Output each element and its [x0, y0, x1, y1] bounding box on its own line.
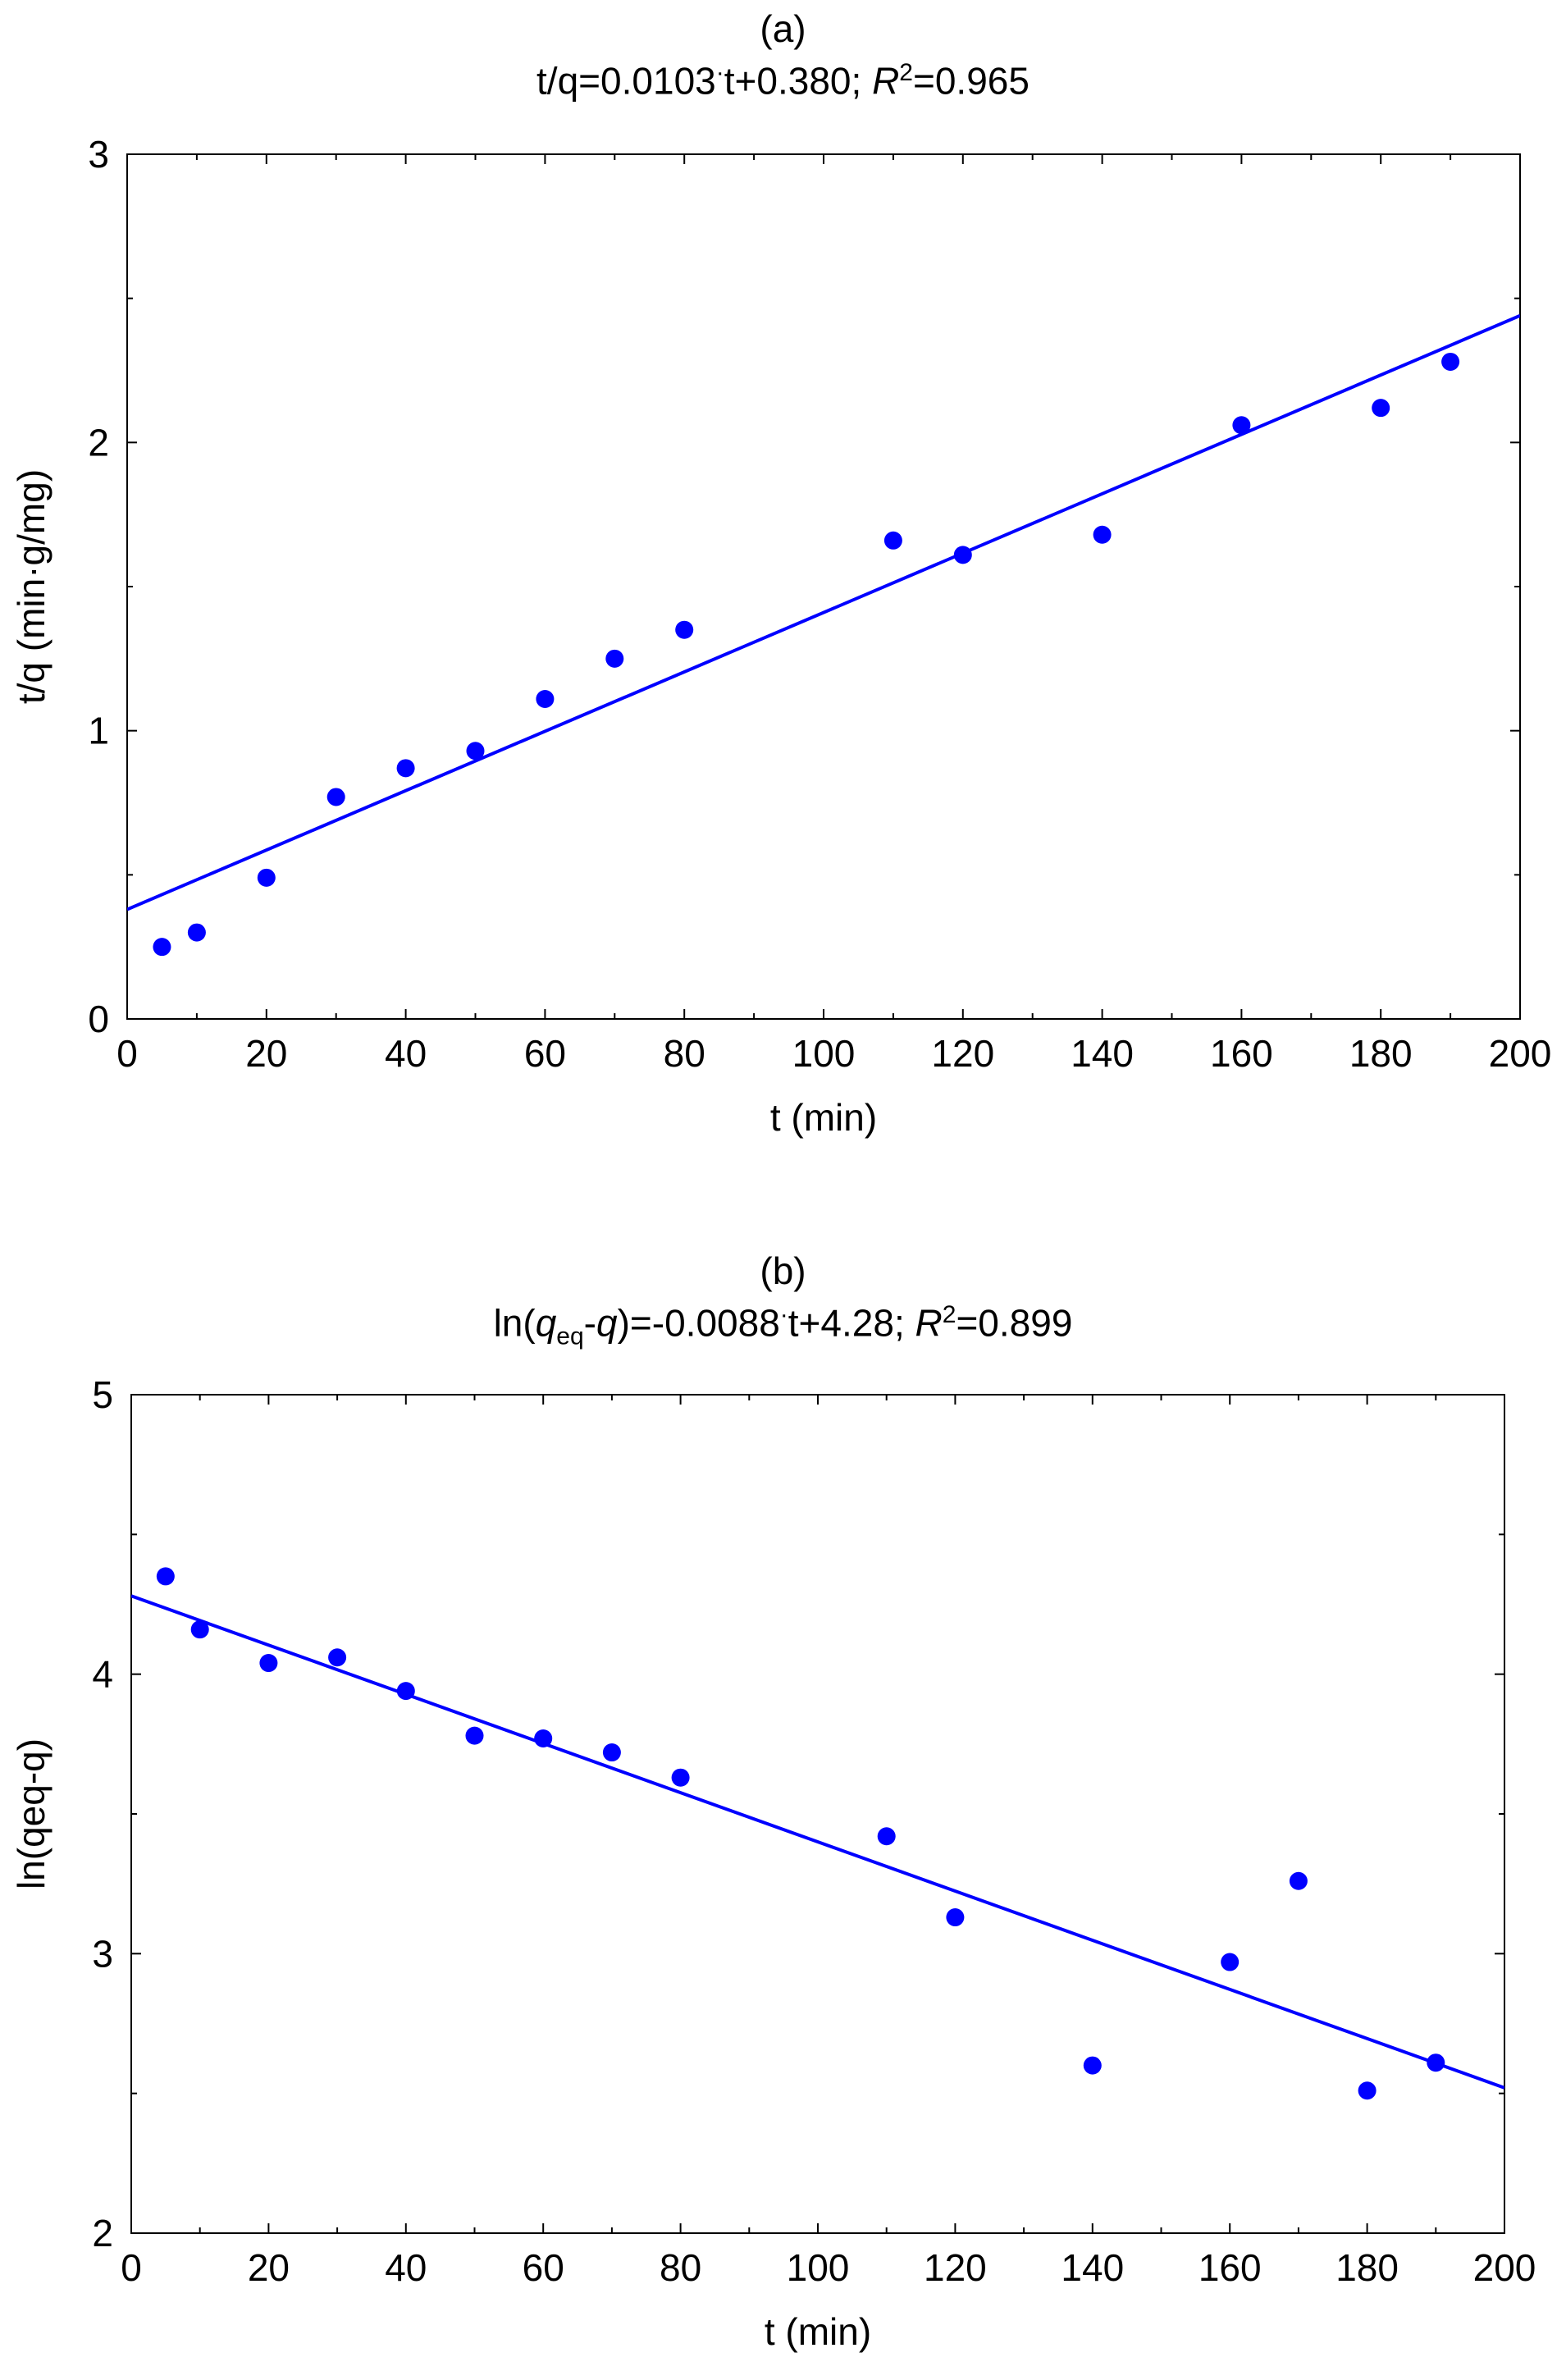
chart-b-x-axis-title: t (min) — [765, 2310, 871, 2353]
chart-a-x-tick-label: 160 — [1210, 1032, 1273, 1075]
chart-a-data-point — [1232, 416, 1251, 435]
chart-a-data-point — [536, 690, 555, 709]
chart-b-data-point — [534, 1729, 553, 1748]
chart-b-x-tick-label: 140 — [1061, 2246, 1124, 2289]
eq-b-r-value: =0.899 — [956, 1301, 1073, 1345]
chart-a-x-tick-label: 60 — [524, 1032, 566, 1075]
chart-b-y-tick-label: 3 — [92, 1932, 113, 1975]
eq-b-rhs: t+4.28; — [788, 1301, 915, 1345]
chart-b-x-tick-label: 20 — [248, 2246, 290, 2289]
chart-a-data-point — [1372, 399, 1390, 418]
chart-a-x-tick-label: 40 — [385, 1032, 427, 1075]
chart-b-y-tick-label: 5 — [92, 1373, 113, 1416]
chart-b-data-point — [1289, 1871, 1308, 1890]
chart-b-data-point — [328, 1648, 347, 1667]
eq-b-sub: eq — [556, 1322, 584, 1350]
eq-b-mid: - — [583, 1301, 596, 1345]
chart-a-data-point — [326, 788, 345, 806]
chart-a-y-tick-label: 3 — [88, 133, 109, 176]
chart-a-data-point — [466, 742, 485, 761]
chart-a-x-tick-label: 200 — [1489, 1032, 1552, 1075]
chart-a-data-point — [675, 620, 694, 639]
chart-b-x-tick-label: 60 — [523, 2246, 564, 2289]
chart-a-data-point — [153, 938, 171, 957]
chart-b-data-point — [1358, 2081, 1377, 2100]
eq-b-post: )=-0.0088 — [617, 1301, 780, 1345]
eq-a-dot: · — [715, 59, 724, 86]
chart-b-x-tick-label: 200 — [1473, 2246, 1536, 2289]
chart-panel-a: (a) t/q=0.0103·t+0.380; R2=0.965 0 20 40 60… — [0, 7, 1566, 1139]
chart-b-x-tick-label: 180 — [1335, 2246, 1399, 2289]
chart-a-x-tick-label: 20 — [245, 1032, 287, 1075]
chart-a-plot-frame — [126, 153, 1521, 1020]
eq-b-r-power: 2 — [942, 1301, 956, 1328]
chart-a-y-tick-label: 0 — [88, 998, 109, 1040]
chart-b-data-point — [1221, 1953, 1240, 1971]
chart-a-data-point — [1093, 525, 1112, 544]
chart-a-data-point — [396, 759, 415, 778]
eq-a-r-symbol: R — [872, 59, 900, 103]
eq-a-lhs: t/q=0.0103 — [536, 59, 716, 103]
chart-b-data-point — [259, 1654, 278, 1673]
chart-b-data-point — [877, 1827, 896, 1846]
chart-b-fit-line — [131, 1594, 1504, 2090]
chart-a-x-tick-label: 100 — [792, 1032, 856, 1075]
chart-b-data-point — [190, 1620, 209, 1639]
chart-a-y-tick-label: 2 — [88, 421, 109, 464]
chart-a-y-tick-label: 1 — [88, 710, 109, 752]
panel-a-label: (a) — [760, 7, 806, 50]
chart-a-x-tick-label: 140 — [1071, 1032, 1134, 1075]
panel-b-label: (b) — [760, 1249, 806, 1292]
chart-b-data-point — [946, 1908, 965, 1927]
eq-a-r-value: =0.965 — [912, 59, 1030, 103]
chart-a-data-point — [187, 923, 206, 942]
chart-a-x-axis-title: t (min) — [770, 1096, 877, 1139]
chart-a-data-point — [605, 649, 624, 668]
chart-b-data-point — [396, 1682, 415, 1701]
panel-a-equation: t/q=0.0103·t+0.380; R2=0.965 — [0, 51, 1566, 103]
chart-b-y-axis-title: ln(qeq-q) — [10, 1738, 53, 1889]
eq-b-r-symbol: R — [915, 1301, 943, 1345]
chart-b-x-tick-label: 120 — [924, 2246, 987, 2289]
chart-b-x-tick-label: 160 — [1198, 2246, 1262, 2289]
chart-b-data-point — [156, 1567, 175, 1586]
chart-a-data-point — [257, 868, 276, 887]
chart-a-x-tick-label: 120 — [931, 1032, 994, 1075]
chart-a-data-point — [1441, 352, 1460, 371]
eq-b-q: q — [535, 1301, 557, 1345]
chart-b-y-tick-label: 2 — [92, 2212, 113, 2254]
eq-b-q2: q — [596, 1301, 618, 1345]
chart-b-y-tick-label: 4 — [92, 1653, 113, 1696]
chart-a-y-axis-title: t/q (min·g/mg) — [10, 469, 53, 704]
chart-b-data-point — [1427, 2053, 1445, 2072]
chart-a-data-point — [953, 546, 972, 564]
chart-b-data-point — [465, 1726, 484, 1745]
chart-a-fit-line — [127, 313, 1520, 911]
chart-a-data-point — [883, 531, 902, 550]
chart-b-x-tick-label: 0 — [121, 2246, 142, 2289]
eq-a-rhs: t+0.380; — [724, 59, 873, 103]
chart-panel-b: (b) ln(qeq-q)=-0.0088·t+4.28; R2=0.899 0… — [0, 1190, 1566, 2380]
chart-b-x-tick-label: 80 — [660, 2246, 701, 2289]
chart-a-x-tick-label: 0 — [116, 1032, 138, 1075]
eq-b-pre: ln( — [493, 1301, 536, 1345]
chart-a-x-tick-label: 80 — [664, 1032, 705, 1075]
chart-a-svg: 0 20 40 60 80 100 120 140 160 180 200 0 1 2 3 t (min) t/… — [10, 133, 1552, 1139]
panel-b-equation: ln(qeq-q)=-0.0088·t+4.28; R2=0.899 — [0, 1293, 1566, 1359]
chart-b-x-tick-label: 100 — [787, 2246, 850, 2289]
eq-b-dot: · — [779, 1301, 788, 1328]
chart-b-data-point — [671, 1768, 690, 1787]
eq-a-r-power: 2 — [899, 59, 913, 86]
chart-b-x-tick-label: 40 — [385, 2246, 427, 2289]
chart-b-plot-frame — [130, 1394, 1505, 2234]
chart-a-x-tick-label: 180 — [1349, 1032, 1413, 1075]
chart-b-data-point — [1083, 2056, 1102, 2075]
chart-b-data-point — [602, 1743, 621, 1762]
chart-b-svg: 0 20 40 60 80 100 120 140 160 180 200 2 3 4 5 t (min) ln… — [10, 1373, 1536, 2353]
